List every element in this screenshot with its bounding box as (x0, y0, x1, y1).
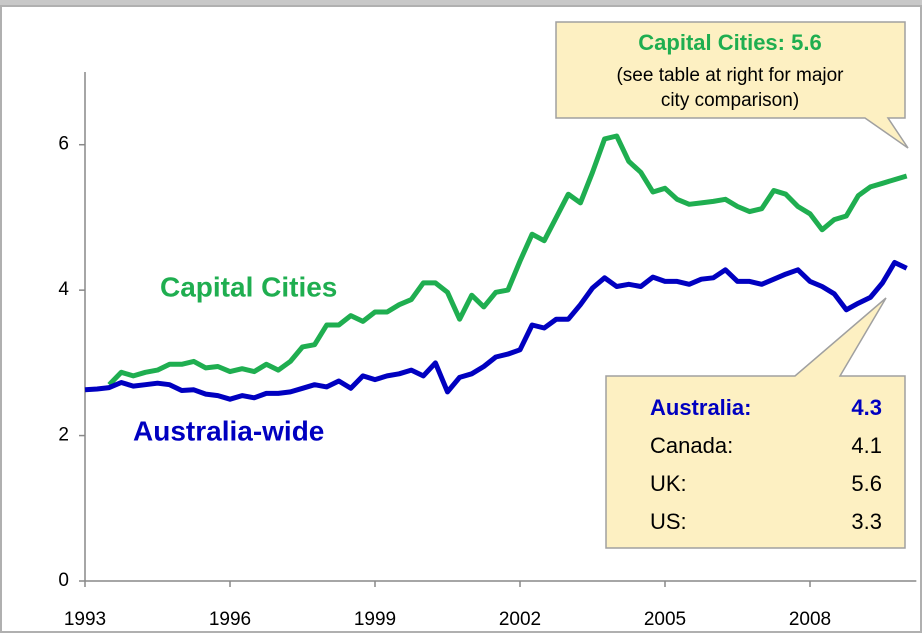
y-tick-label: 2 (58, 425, 69, 446)
table-label: UK: (650, 471, 687, 496)
callout-table: Australia: 4.3 Canada: 4.1 UK: 5.6 US: 3.3 (650, 395, 882, 534)
table-value: 4.1 (851, 433, 882, 458)
plot-area: 0 2 4 6 1993 1996 1999 2002 2005 2008 Capital Citi… (58, 72, 917, 630)
y-tick-label: 6 (58, 134, 69, 155)
frame (0, 5, 922, 633)
series-label: Capital Cities (160, 271, 337, 302)
table-value: 4.3 (851, 395, 882, 420)
series-line (107, 133, 908, 387)
table-label: Canada: (650, 433, 733, 458)
callout-text: (see table at right for major (616, 65, 844, 86)
table-value: 5.6 (851, 471, 882, 496)
table-label: US: (650, 509, 687, 534)
top-band (0, 0, 922, 6)
x-tick-label: 2005 (644, 609, 686, 630)
x-tick-label: 2008 (789, 609, 831, 630)
series-label: Australia-wide (133, 415, 324, 446)
y-tick-label: 0 (58, 570, 69, 591)
y-tick-label: 4 (58, 279, 69, 300)
x-tick-label: 1999 (354, 609, 396, 630)
callout-title: Capital Cities: 5.6 (638, 30, 821, 55)
callout-box (605, 297, 906, 549)
x-tick-label: 1993 (64, 609, 106, 630)
x-tick-label: 2002 (499, 609, 541, 630)
callout-box (555, 21, 909, 149)
x-tick-label: 1996 (209, 609, 251, 630)
callout-text: city comparison) (661, 90, 799, 111)
series-line (84, 260, 908, 402)
table-label: Australia: (650, 395, 751, 420)
table-value: 3.3 (851, 509, 882, 534)
